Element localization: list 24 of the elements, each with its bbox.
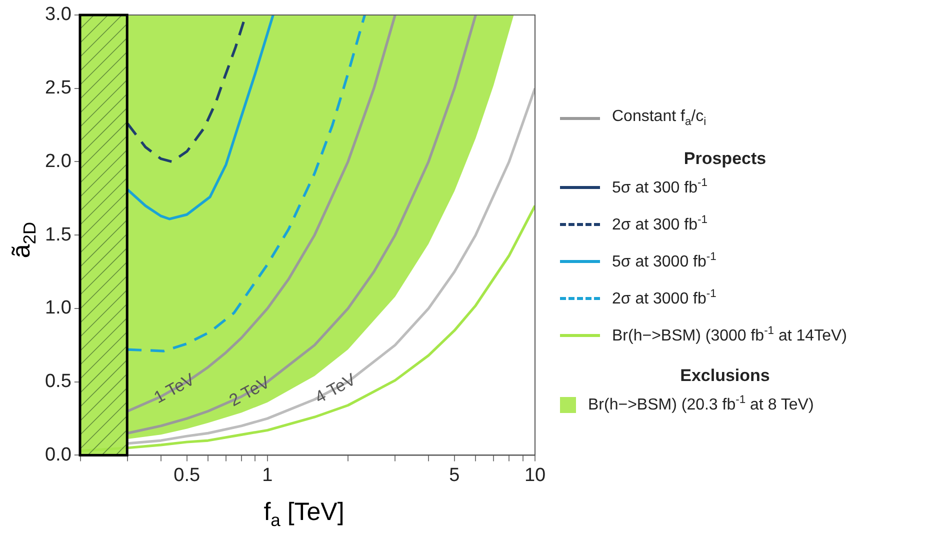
annotation: 4 TeV [312, 369, 360, 408]
y-tick-label: 2.5 [44, 78, 72, 99]
y-tick-label: 3.0 [44, 4, 72, 26]
legend-label: 2σ at 300 fb$^{-1}$ [612, 214, 708, 235]
x-tick-label: 1 [262, 464, 273, 486]
legend-label: 5σ at 3000 fb$^{-1}$ [612, 251, 716, 272]
y-tick-label: 0.5 [44, 371, 72, 392]
y-tick-label: 0.0 [44, 444, 72, 466]
y-tick-label: 1.5 [44, 224, 72, 246]
annotation: 1 TeV [150, 369, 198, 408]
y-tick-label: 2.0 [44, 150, 72, 172]
legend-label: Br(h−>BSM) (3000 fb$^{-1}$ at 14TeV) [612, 325, 847, 346]
x-tick-label: 0.5 [174, 464, 200, 486]
legend-label: 5σ at 300 fb$^{-1}$ [612, 177, 708, 198]
legend-title: Prospects [682, 149, 768, 169]
legend-label: 2σ at 3000 fb$^{-1}$ [612, 288, 716, 309]
legend-label: Constant f$_{a}$/c$_{i}$ [612, 108, 706, 129]
y-tick-label: 1.0 [44, 298, 72, 319]
legend-label: Br(h−>BSM) (20.3 fb$^{-1}$ at 8 TeV) [588, 394, 814, 415]
x-tick-label: 10 [524, 464, 546, 486]
annotation: 2 TeV [226, 372, 274, 410]
text: Exclusions [679, 366, 771, 386]
x-axis-title: f$_{a}$ [TeV] [262, 498, 346, 531]
x-tick-label: 5 [449, 464, 460, 486]
